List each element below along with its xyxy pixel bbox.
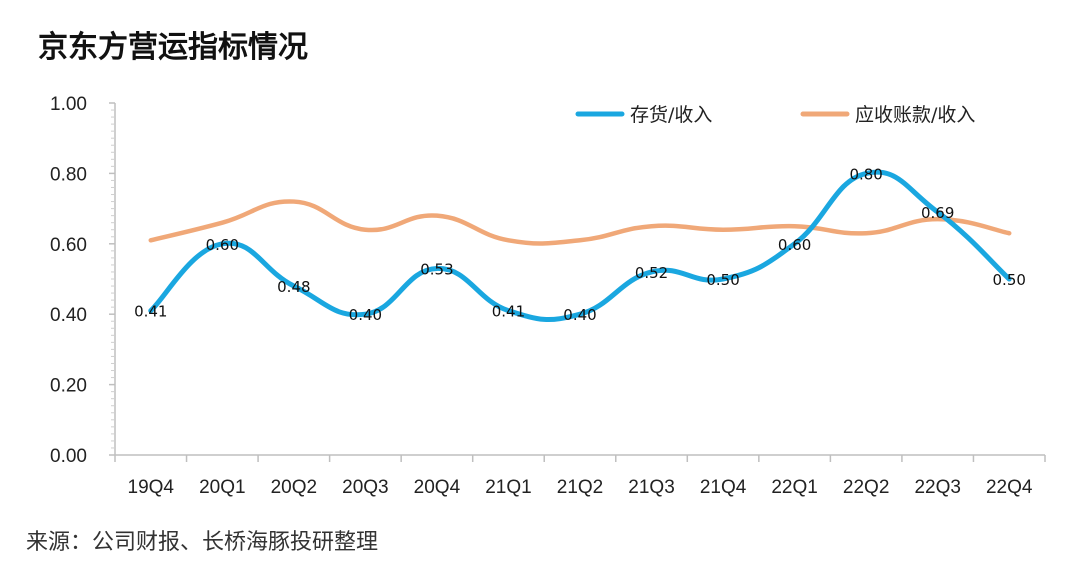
x-tick-label: 21Q1	[485, 477, 531, 498]
data-label: 0.41	[134, 303, 167, 321]
legend-label: 存货/收入	[630, 104, 712, 126]
y-tick-label: 0.20	[50, 376, 87, 397]
x-tick-label: 20Q1	[199, 477, 245, 498]
x-tick-label: 22Q3	[914, 477, 960, 498]
series-lines	[148, 169, 1012, 323]
data-label: 0.48	[277, 278, 310, 296]
x-tick-label: 22Q1	[771, 477, 817, 498]
data-label: 0.53	[420, 260, 453, 278]
series-line-1	[148, 199, 1012, 246]
data-label: 0.41	[492, 303, 525, 321]
y-tick-label: 1.00	[50, 94, 87, 115]
x-tick-label: 22Q2	[843, 477, 889, 498]
chart-title: 京东方营运指标情况	[38, 30, 308, 65]
source-note: 来源：公司财报、长桥海豚投研整理	[26, 530, 379, 555]
x-tick-label: 20Q3	[342, 477, 388, 498]
data-label: 0.60	[778, 236, 811, 254]
data-label: 0.50	[706, 271, 739, 289]
legend: 存货/收入 应收账款/收入	[575, 104, 975, 126]
y-tick-label: 0.60	[50, 235, 87, 256]
x-tick-label: 21Q4	[700, 477, 747, 498]
x-tick-label: 19Q4	[128, 477, 175, 498]
legend-label: 应收账款/收入	[855, 104, 975, 126]
x-tick-label: 20Q4	[414, 477, 461, 498]
data-labels: 0.41 0.60 0.48 0.40 0.53 0.41 0.40 0.52 0.50 0.60…	[134, 165, 1026, 324]
data-label: 0.52	[635, 264, 668, 282]
chart-axes: 0.00 0.20 0.40 0.60 0.80 1.00 19Q4 20Q1 20Q2 20Q3…	[50, 94, 1046, 498]
data-label: 0.60	[206, 236, 239, 254]
data-label: 0.50	[993, 271, 1026, 289]
data-label: 0.40	[563, 306, 596, 324]
y-tick-label: 0.80	[50, 164, 87, 185]
x-tick-label: 20Q2	[271, 477, 317, 498]
x-tick-label: 21Q2	[557, 477, 603, 498]
series-line-0	[148, 169, 1012, 323]
data-label: 0.80	[849, 165, 882, 183]
data-label: 0.69	[921, 204, 954, 222]
y-tick-label: 0.40	[50, 305, 87, 326]
data-label: 0.40	[349, 306, 382, 324]
x-tick-label: 21Q3	[628, 477, 674, 498]
y-tick-label: 0.00	[50, 446, 87, 467]
x-tick-label: 22Q4	[986, 477, 1033, 498]
